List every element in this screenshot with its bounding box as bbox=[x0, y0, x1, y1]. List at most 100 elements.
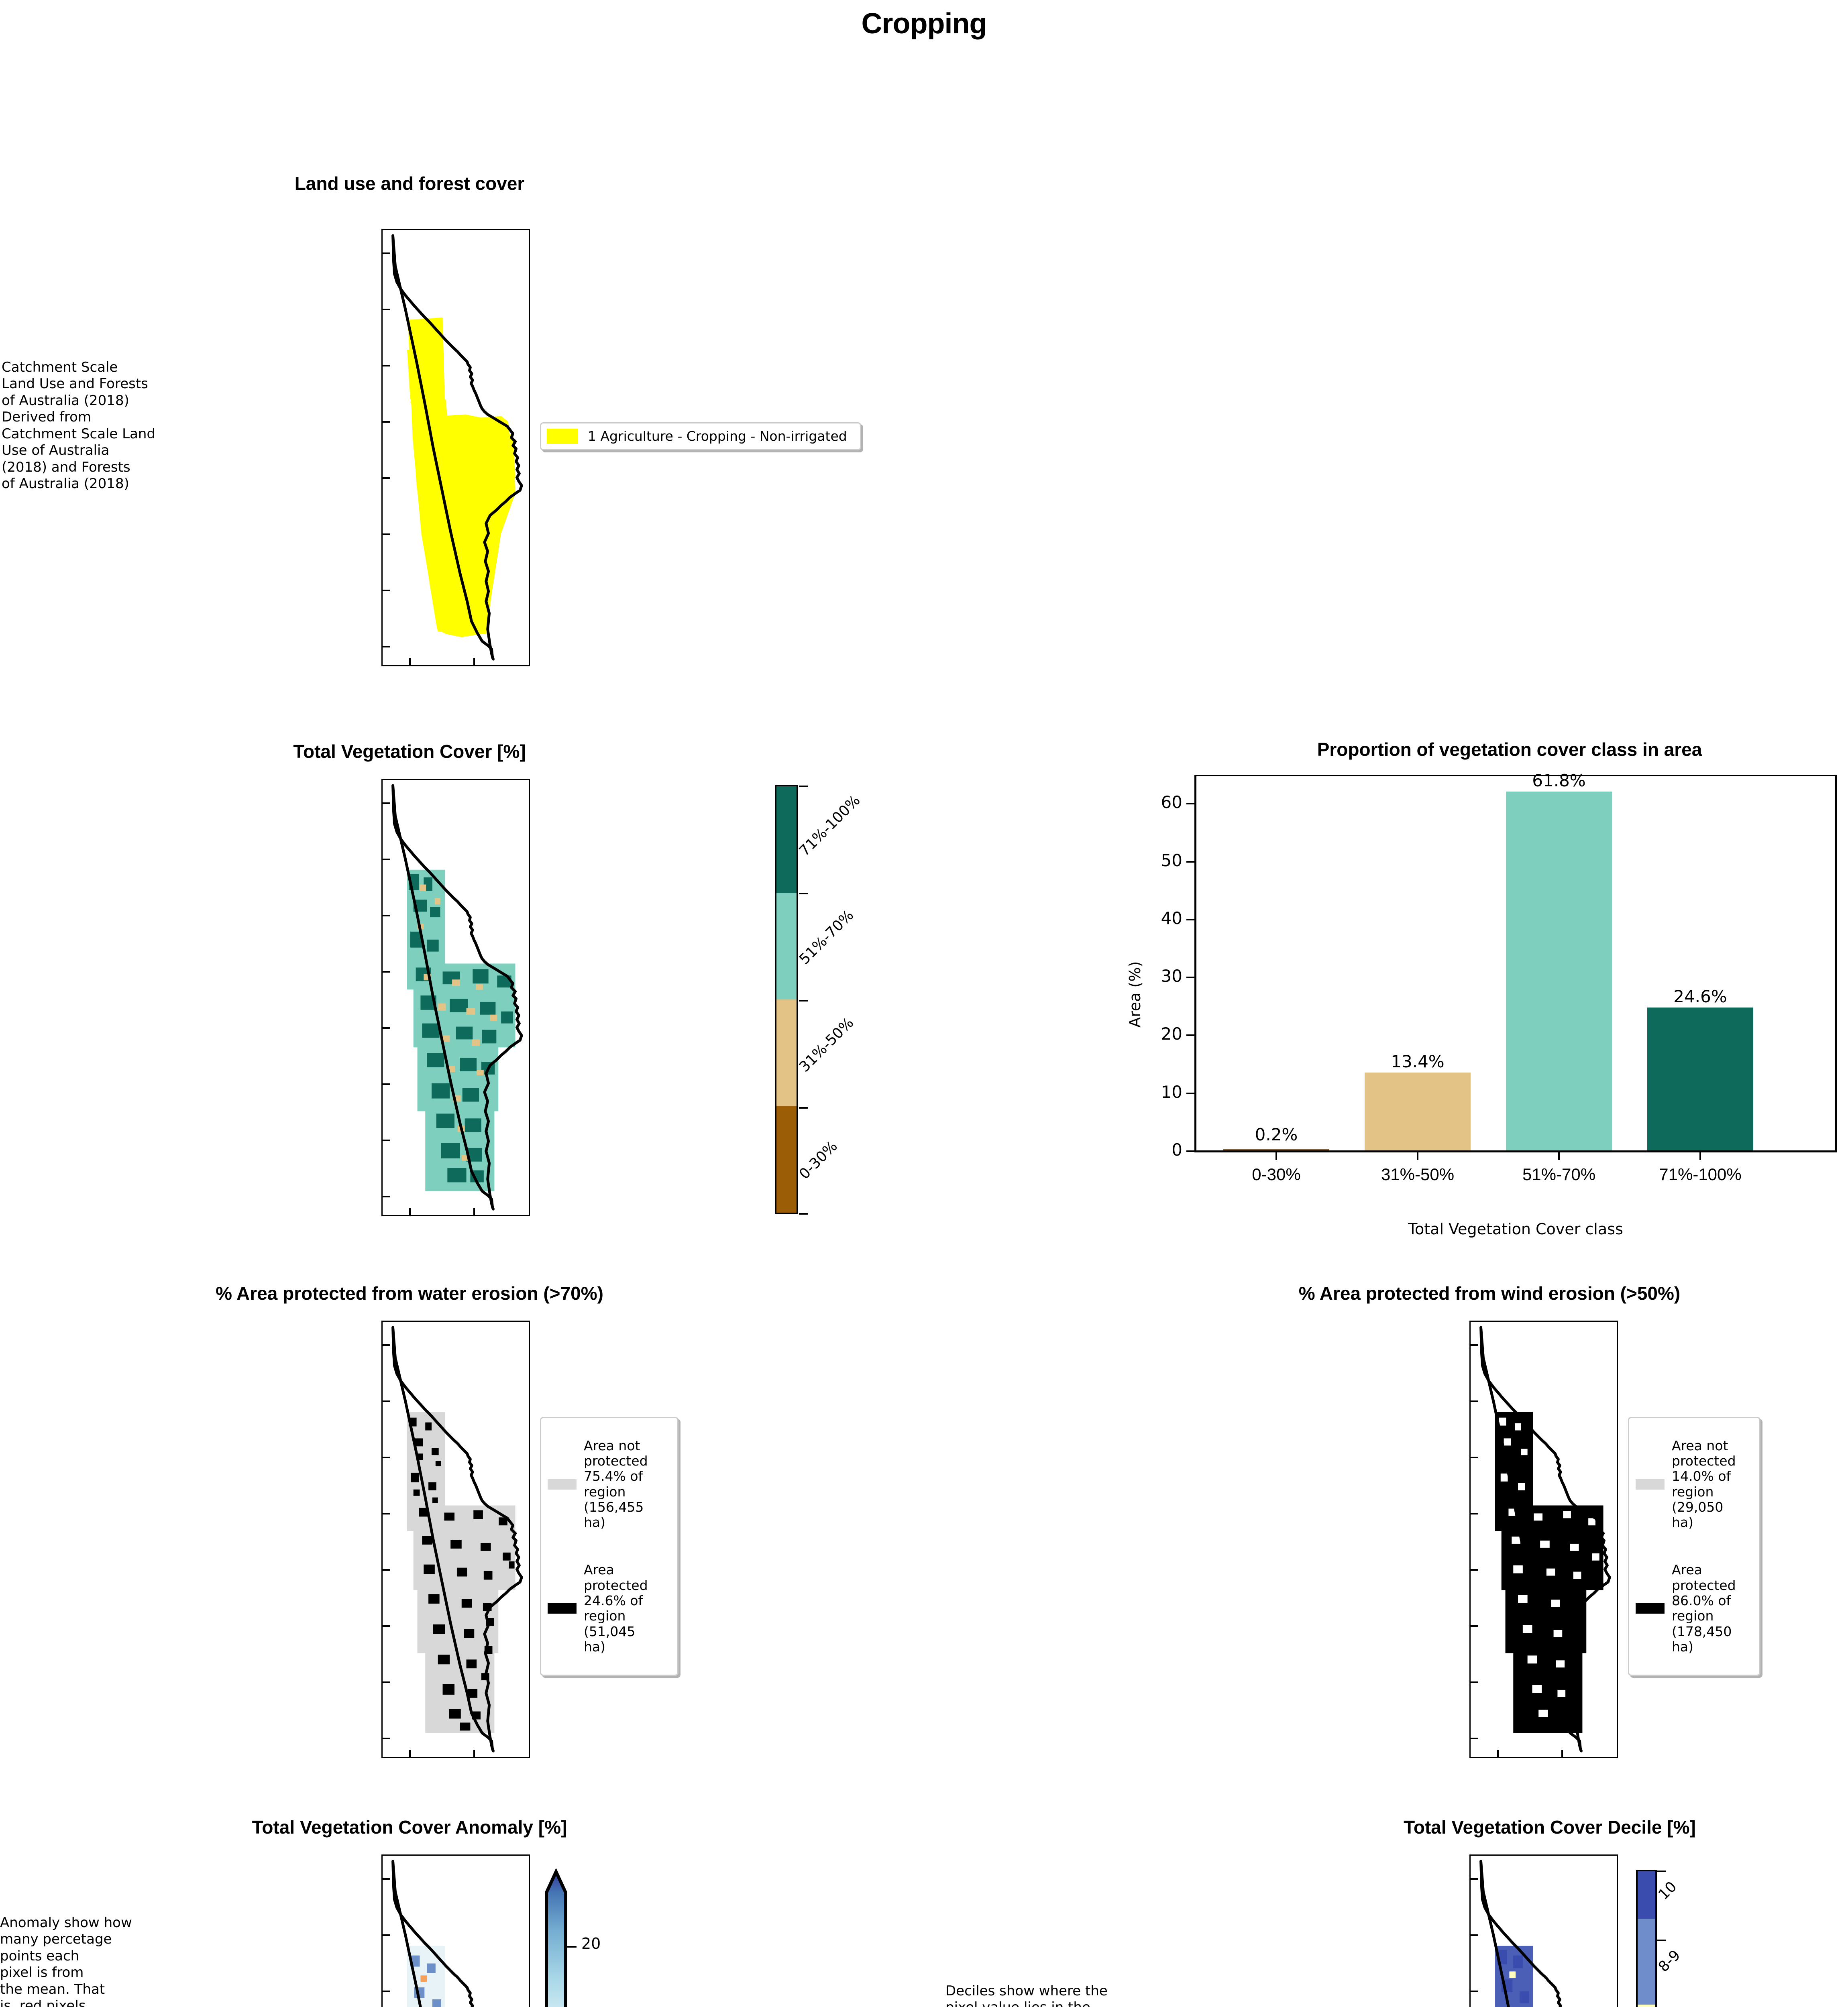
panel-title-veg-cover: Total Vegetation Cover [%] bbox=[293, 741, 526, 762]
cbar-tick bbox=[799, 1000, 808, 1001]
bar-71-100[interactable] bbox=[1647, 1008, 1753, 1150]
map-tick bbox=[1471, 1878, 1478, 1880]
map-tick bbox=[1471, 1681, 1478, 1683]
water-erosion-map-svg bbox=[391, 1326, 523, 1753]
legend-swatch-not-protected bbox=[1636, 1479, 1665, 1490]
x-tick bbox=[1558, 1152, 1560, 1160]
decile-side-note: Deciles show where the pixel value lies … bbox=[945, 1983, 1108, 2007]
bar-value-51-70: 61.8% bbox=[1532, 771, 1586, 790]
anomaly-colorbar[interactable] bbox=[544, 1869, 568, 2007]
map-tick bbox=[383, 802, 390, 804]
panel-title-wind-erosion: % Area protected from wind erosion (>50%… bbox=[1298, 1283, 1681, 1304]
water-erosion-map[interactable] bbox=[381, 1321, 530, 1758]
bar-0-30[interactable] bbox=[1223, 1149, 1329, 1150]
map-tick bbox=[473, 1750, 475, 1757]
legend-item-not-protected: Area not protected 14.0% of region (29,0… bbox=[1632, 1422, 1756, 1547]
cbar-seg-8-9 bbox=[1638, 1919, 1655, 2005]
map-tick bbox=[383, 477, 390, 479]
y-tick-label: 10 bbox=[1161, 1082, 1182, 1102]
map-tick bbox=[1471, 1457, 1478, 1458]
veg-cover-colorbar[interactable] bbox=[775, 785, 798, 1214]
bar-51-70[interactable] bbox=[1506, 792, 1612, 1150]
y-tick bbox=[1186, 919, 1194, 920]
legend-label-protected: Area protected 86.0% of region (178,450 … bbox=[1672, 1562, 1736, 1655]
cbar-label-0-30: 0-30% bbox=[796, 1138, 841, 1183]
bar-value-71-100: 24.6% bbox=[1673, 987, 1727, 1006]
landuse-side-note: Catchment Scale Land Use and Forests of … bbox=[2, 359, 156, 492]
map-tick bbox=[383, 1344, 390, 1346]
panel-title-landuse: Land use and forest cover bbox=[294, 173, 525, 194]
legend-label-protected: Area protected 24.6% of region (51,045 h… bbox=[584, 1562, 648, 1655]
catchment-boundary bbox=[1479, 1326, 1611, 1753]
map-tick bbox=[383, 421, 390, 423]
cbar-seg-0-30 bbox=[776, 1106, 797, 1213]
cbar-seg-71-100 bbox=[776, 786, 797, 893]
map-tick bbox=[383, 1738, 390, 1739]
y-tick bbox=[1186, 803, 1194, 804]
decile-raster bbox=[1495, 1946, 1533, 2007]
unprotected-raster bbox=[407, 1412, 515, 1733]
cbar-seg-4-7 bbox=[1638, 2004, 1655, 2007]
map-tick bbox=[383, 1878, 390, 1880]
y-tick-label: 60 bbox=[1161, 792, 1182, 812]
anomaly-map[interactable] bbox=[381, 1854, 530, 2007]
wind-erosion-map[interactable] bbox=[1469, 1321, 1618, 1758]
wind-erosion-legend[interactable]: Area not protected 14.0% of region (29,0… bbox=[1628, 1417, 1760, 1676]
catchment-boundary bbox=[1479, 1860, 1562, 2007]
map-tick bbox=[1471, 1400, 1478, 1402]
decile-map-svg bbox=[1479, 1860, 1562, 2007]
chart-x-axis bbox=[1194, 1150, 1837, 1152]
decile-colorbar[interactable] bbox=[1636, 1870, 1657, 2007]
cbar-tick bbox=[799, 1107, 808, 1109]
colorbar-body bbox=[545, 1869, 567, 2007]
legend-swatch-protected bbox=[548, 1603, 577, 1614]
decile-cbar-tick bbox=[1657, 1871, 1666, 1872]
cbar-tick bbox=[799, 893, 808, 894]
anomaly-cbar-label-20: 20 bbox=[581, 1935, 601, 1952]
catchment-boundary bbox=[391, 234, 523, 661]
anomaly-cbar-tick bbox=[566, 1946, 577, 1948]
y-tick-label: 40 bbox=[1161, 908, 1182, 928]
y-tick-label: 50 bbox=[1161, 851, 1182, 870]
legend-label-not-protected: Area not protected 75.4% of region (156,… bbox=[584, 1437, 648, 1531]
y-tick-label: 20 bbox=[1161, 1024, 1182, 1044]
proportion-bar-chart[interactable]: 0 10 20 30 40 50 60 0.2% 13.4% 61.8% 24.… bbox=[1161, 771, 1837, 1196]
y-tick bbox=[1186, 977, 1194, 978]
map-tick bbox=[1497, 1750, 1499, 1757]
protected-raster bbox=[408, 1417, 515, 1731]
decile-map[interactable] bbox=[1469, 1854, 1618, 2007]
panel-title-water-erosion: % Area protected from water erosion (>70… bbox=[216, 1283, 603, 1304]
map-tick bbox=[383, 1457, 390, 1458]
map-tick bbox=[1471, 1934, 1478, 1936]
wind-erosion-map-svg bbox=[1479, 1326, 1611, 1753]
cbar-label-51-70: 51%-70% bbox=[796, 907, 857, 968]
y-tick bbox=[1186, 1150, 1194, 1152]
map-tick bbox=[473, 1208, 475, 1215]
veg-cover-map-svg bbox=[391, 784, 523, 1211]
map-tick bbox=[1471, 1569, 1478, 1571]
map-tick bbox=[383, 1083, 390, 1085]
map-tick bbox=[1471, 1344, 1478, 1346]
map-tick bbox=[1561, 1750, 1563, 1757]
cbar-seg-10 bbox=[1638, 1871, 1655, 1919]
bar-value-31-50: 13.4% bbox=[1391, 1052, 1445, 1071]
landuse-legend[interactable]: 1 Agriculture - Cropping - Non-irrigated bbox=[540, 422, 861, 450]
x-tick bbox=[1417, 1152, 1418, 1160]
chart-right-spine bbox=[1835, 775, 1837, 1152]
legend-swatch-cropping bbox=[547, 429, 578, 444]
map-tick bbox=[383, 1569, 390, 1571]
protected-raster bbox=[1495, 1412, 1604, 1733]
y-tick bbox=[1186, 1034, 1194, 1036]
bar-31-50[interactable] bbox=[1365, 1073, 1471, 1150]
anomaly-side-note: Anomaly show how many percetage points e… bbox=[0, 1915, 132, 2007]
landuse-map[interactable] bbox=[381, 229, 530, 666]
map-tick bbox=[383, 1400, 390, 1402]
water-erosion-legend[interactable]: Area not protected 75.4% of region (156,… bbox=[540, 1417, 678, 1676]
cbar-label-31-50: 31%-50% bbox=[796, 1014, 857, 1075]
map-tick bbox=[383, 971, 390, 973]
decile-cbar-label-10: 10 bbox=[1655, 1878, 1680, 1903]
decile-cbar-tick bbox=[1657, 1940, 1666, 1941]
map-tick bbox=[383, 1196, 390, 1197]
chart-y-axis bbox=[1194, 775, 1196, 1152]
veg-cover-map[interactable] bbox=[381, 779, 530, 1216]
